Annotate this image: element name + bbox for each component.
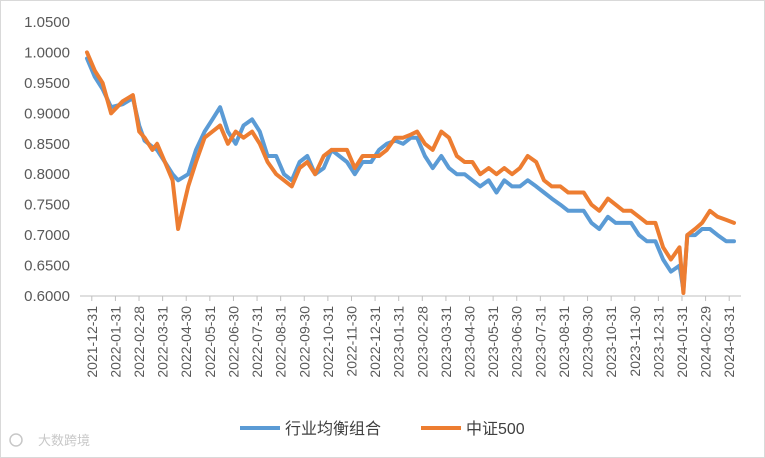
- watermark: 大数跨境: [9, 433, 90, 448]
- x-axis-ticks: 2021-12-31 2022-01-31 2022-02-28 2022-03-31…: [84, 296, 737, 378]
- x-tick-label: 2022-03-31: [155, 306, 171, 378]
- x-tick-label: 2024-01-31: [674, 306, 690, 378]
- x-tick-label: 2022-08-31: [273, 306, 289, 378]
- x-tick-label: 2022-11-30: [343, 306, 359, 377]
- x-tick-label: 2022-12-31: [367, 306, 383, 378]
- series-line-csi500: [85, 50, 736, 295]
- y-tick-label: 0.9000: [24, 105, 70, 122]
- y-tick-label: 0.6500: [24, 258, 70, 275]
- y-tick-label: 0.8500: [24, 136, 70, 153]
- x-tick-label: 2023-10-31: [603, 306, 619, 378]
- y-tick-label: 0.9500: [24, 75, 70, 92]
- series-line-portfolio: [85, 56, 736, 292]
- x-tick-label: 2022-10-31: [320, 306, 336, 378]
- y-tick-label: 0.8000: [24, 166, 70, 183]
- y-tick-label: 1.0500: [24, 14, 70, 31]
- x-tick-label: 2022-09-30: [296, 306, 312, 378]
- y-tick-label: 0.6000: [24, 288, 70, 305]
- y-axis-ticks: 0.6000 0.6500 0.7000 0.7500 0.8000 0.8500 0.90…: [24, 14, 70, 305]
- y-tick-label: 1.0000: [24, 44, 70, 61]
- legend-label-csi500: 中证500: [466, 420, 525, 438]
- x-tick-label: 2023-02-28: [414, 306, 430, 378]
- y-tick-label: 0.7500: [24, 197, 70, 214]
- x-tick-label: 2022-05-31: [202, 306, 218, 378]
- x-tick-label: 2022-04-30: [178, 306, 194, 378]
- watermark-text: 大数跨境: [38, 433, 90, 448]
- x-tick-label: 2023-06-30: [509, 306, 525, 378]
- x-tick-label: 2023-03-31: [438, 306, 454, 378]
- x-tick-label: 2023-01-31: [391, 306, 407, 378]
- x-tick-label: 2022-06-30: [225, 306, 241, 378]
- x-tick-label: 2022-01-31: [107, 306, 123, 378]
- x-tick-label: 2023-05-31: [485, 306, 501, 378]
- x-tick-label: 2024-03-31: [721, 306, 737, 378]
- x-tick-label: 2024-02-29: [698, 306, 714, 378]
- series-lines: [85, 50, 736, 295]
- watermark-logo-icon: [9, 433, 23, 447]
- x-tick-label: 2023-12-31: [650, 306, 666, 378]
- x-tick-label: 2022-02-28: [131, 306, 147, 378]
- x-tick-label: 2021-12-31: [84, 306, 100, 378]
- legend: 行业均衡组合 中证500: [240, 420, 525, 438]
- y-tick-label: 0.7000: [24, 227, 70, 244]
- x-tick-label: 2023-09-30: [580, 306, 596, 378]
- x-tick-label: 2023-11-30: [627, 306, 643, 377]
- x-tick-label: 2023-07-31: [532, 306, 548, 378]
- legend-label-portfolio: 行业均衡组合: [285, 420, 381, 438]
- x-tick-label: 2023-04-30: [462, 306, 478, 378]
- x-tick-label: 2023-08-31: [556, 306, 572, 378]
- x-tick-label: 2022-07-31: [249, 306, 265, 378]
